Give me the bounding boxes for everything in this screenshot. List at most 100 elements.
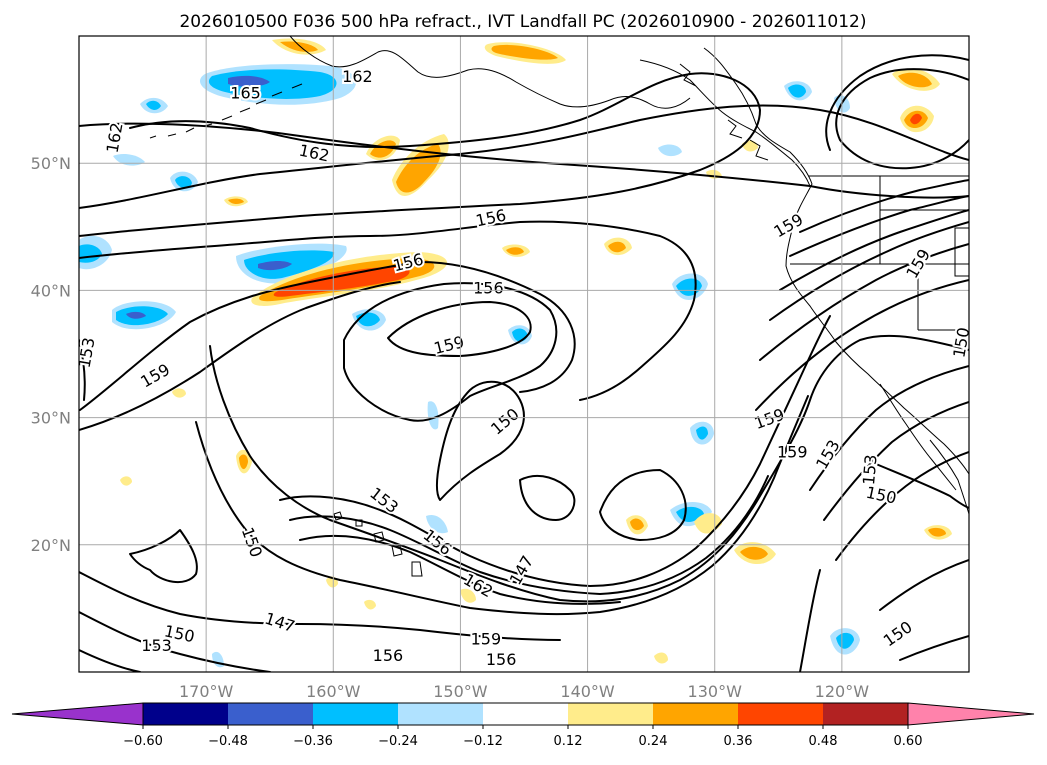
shade-negative-patch [427, 401, 439, 430]
contour-line [519, 474, 576, 521]
contour-line [343, 282, 558, 422]
colorbar-tick-label: 0.60 [894, 734, 923, 749]
contour-line [769, 221, 969, 321]
shade-positive-patch [608, 241, 626, 253]
shade-positive-patch [364, 599, 376, 610]
colorbar-tick-label: 0.24 [639, 734, 668, 749]
contour-label: 156 [486, 650, 517, 669]
contour-line [879, 559, 969, 611]
shade-positive-patch [120, 476, 132, 486]
axis-tick-labels: 170°W 160°W 150°W 140°W 130°W 120°W 20°N 30°N 40… [31, 154, 870, 701]
contour-line [755, 279, 969, 411]
contour-label: 162 [342, 67, 373, 86]
shade-positive-patch [928, 527, 946, 537]
colorbar-swatch [228, 703, 313, 725]
shade-positive-patch [172, 388, 186, 398]
contour-label: 156 [373, 646, 404, 665]
contour-line [809, 365, 969, 491]
shade-positive-patch [239, 454, 248, 470]
shade-positive-patch [910, 113, 922, 125]
contour-line [835, 68, 969, 170]
lat-tick-label: 40°N [31, 281, 71, 300]
contour-line [825, 54, 969, 151]
contour-label: 159 [471, 629, 502, 648]
contour-line [79, 261, 576, 411]
shade-negative-patch [175, 176, 192, 188]
contour-line [299, 534, 621, 605]
colorbar-tick-label: 0.12 [554, 734, 583, 749]
contour-line [875, 463, 969, 509]
contour-line [387, 301, 532, 357]
shade-positive-patch [898, 72, 932, 88]
baja-california-coastline [879, 383, 957, 491]
shade-negative-patch [658, 144, 682, 157]
lon-tick-label: 120°W [815, 682, 870, 701]
colorbar: −0.60 −0.48 −0.36 −0.24 −0.12 0.12 0.24 0.36 0.4… [11, 702, 1035, 749]
lon-tick-label: 130°W [688, 682, 743, 701]
shade-negative-patch [228, 75, 270, 87]
colorbar-swatch [738, 703, 823, 725]
colorbar-tick-label: 0.36 [724, 734, 753, 749]
lon-tick-label: 160°W [306, 682, 361, 701]
colorbar-outline [142, 702, 909, 726]
lat-tick-label: 20°N [31, 536, 71, 555]
colorbar-tick-label: −0.48 [208, 734, 248, 749]
shade-positive-patch [506, 247, 524, 255]
map-frame [78, 35, 970, 673]
shade-negative-patch [426, 514, 448, 534]
colorbar-swatch [568, 703, 653, 725]
shade-negative-patch [126, 311, 146, 319]
contour-label: 165 [230, 84, 261, 103]
contour-line [799, 569, 821, 672]
shade-positive-patch [280, 41, 318, 52]
lon-tick-label: 150°W [433, 682, 488, 701]
colorbar-extend-low [11, 702, 144, 726]
shade-negative-patch [676, 506, 704, 523]
contour-line [759, 243, 969, 361]
lon-tick-label: 170°W [179, 682, 234, 701]
alaska-panhandle-coast [639, 59, 811, 187]
contour-line [79, 281, 401, 431]
contour-line [79, 339, 86, 401]
contour-line [279, 315, 831, 587]
gridlines [79, 36, 969, 672]
colorbar-swatch [143, 703, 228, 725]
contour-label: 150 [949, 326, 973, 359]
shade-positive-patch [273, 266, 410, 297]
colorbar-tick-label: −0.12 [463, 734, 503, 749]
contour-label: 153 [141, 636, 172, 655]
contour-label: 156 [473, 278, 504, 297]
map-background [79, 36, 969, 672]
contour-label: 150 [163, 621, 197, 646]
colorbar-swatch [313, 703, 398, 725]
figure-title: 2026010500 F036 500 hPa refract., IVT La… [179, 12, 866, 32]
mexico-coast [929, 439, 969, 515]
colorbar-tick-label: 0.48 [809, 734, 838, 749]
contour-line [823, 401, 969, 521]
contour-line [599, 469, 687, 541]
colorbar-swatch [653, 703, 738, 725]
contour-line [799, 179, 969, 233]
aleutian-islands [149, 83, 303, 139]
contour-line [79, 611, 271, 672]
colorbar-tick-label: −0.60 [123, 734, 163, 749]
contour-line [79, 220, 697, 401]
contour-line [79, 571, 561, 641]
colorbar-swatch [823, 703, 908, 725]
contour-line [79, 649, 141, 672]
contour-line [779, 209, 969, 291]
shade-negative-patch [258, 261, 292, 271]
shade-positive-patch [370, 140, 396, 158]
shade-negative-patch [788, 84, 806, 98]
colorbar-swatch [398, 703, 483, 725]
shade-positive-patch [630, 518, 644, 531]
colorbar-tick-label: −0.36 [293, 734, 333, 749]
contour-label: 159 [777, 442, 808, 461]
contour-label: 153 [859, 454, 881, 486]
shade-negative-patch [836, 632, 854, 649]
lon-tick-label: 140°W [560, 682, 615, 701]
contour-line [789, 195, 969, 257]
lat-tick-label: 30°N [31, 409, 71, 428]
